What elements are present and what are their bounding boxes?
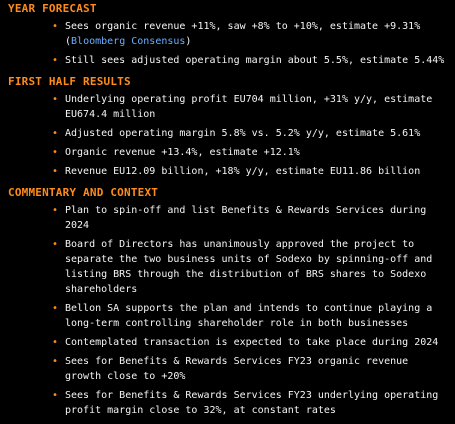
list-item: • Board of Directors has unanimously app…: [8, 237, 449, 297]
bullet-icon: •: [52, 303, 59, 314]
list-item: • Still sees adjusted operating margin a…: [8, 53, 449, 68]
list-item: • Plan to spin-off and list Benefits & R…: [8, 203, 449, 233]
list-item: • Adjusted operating margin 5.8% vs. 5.2…: [8, 126, 449, 141]
bullet-icon: •: [52, 21, 59, 32]
bullet-icon: •: [52, 55, 59, 66]
list-item: • Sees organic revenue +11%, saw +8% to …: [8, 19, 449, 49]
list-item-text: Sees organic revenue +11%, saw +8% to +1…: [65, 21, 421, 32]
list-item-text: Board of Directors has unanimously appro…: [65, 239, 433, 295]
list-item: • Revenue EU12.09 billion, +18% y/y, est…: [8, 164, 449, 179]
bullet-icon: •: [52, 166, 59, 177]
bullet-icon: •: [52, 205, 59, 216]
bullet-icon: •: [52, 337, 59, 348]
list-item: • Contemplated transaction is expected t…: [8, 335, 449, 350]
list-item-text: Still sees adjusted operating margin abo…: [65, 55, 445, 66]
bloomberg-consensus-link[interactable]: Bloomberg Consensus: [71, 36, 186, 47]
list-item-text: Plan to spin-off and list Benefits & Rew…: [65, 205, 427, 231]
list-item: • Organic revenue +13.4%, estimate +12.1…: [8, 145, 449, 160]
list-item: • Sees for Benefits & Rewards Services F…: [8, 354, 449, 384]
list-item-text: Bellon SA supports the plan and intends …: [65, 303, 433, 329]
list-item: • Bellon SA supports the plan and intend…: [8, 301, 449, 331]
list-item-text: Contemplated transaction is expected to …: [65, 337, 439, 348]
bullet-icon: •: [52, 94, 59, 105]
list-item-text: Organic revenue +13.4%, estimate +12.1%: [65, 147, 300, 158]
commentary-list: • Plan to spin-off and list Benefits & R…: [8, 203, 449, 418]
section-title-commentary: COMMENTARY AND CONTEXT: [8, 186, 159, 199]
bullet-icon: •: [52, 128, 59, 139]
list-item-text: Sees for Benefits & Rewards Services FY2…: [65, 390, 439, 416]
list-item: • Underlying operating profit EU704 mill…: [8, 92, 449, 122]
bullet-icon: •: [52, 147, 59, 158]
section-title-first-half: FIRST HALF RESULTS: [8, 75, 131, 88]
bullet-icon: •: [52, 390, 59, 401]
paren-close: ): [185, 36, 192, 47]
list-item: • Sees for Benefits & Rewards Services F…: [8, 388, 449, 418]
list-item-text: Adjusted operating margin 5.8% vs. 5.2% …: [65, 128, 421, 139]
list-item-text: Underlying operating profit EU704 millio…: [65, 94, 433, 120]
list-item-text: Revenue EU12.09 billion, +18% y/y, estim…: [65, 166, 421, 177]
list-item-text: Sees for Benefits & Rewards Services FY2…: [65, 356, 409, 382]
year-forecast-list: • Sees organic revenue +11%, saw +8% to …: [8, 19, 449, 68]
bullet-icon: •: [52, 356, 59, 367]
section-title-year-forecast: YEAR FORECAST: [8, 2, 97, 15]
paren-open: (: [65, 36, 72, 47]
first-half-list: • Underlying operating profit EU704 mill…: [8, 92, 449, 179]
bullet-icon: •: [52, 239, 59, 250]
